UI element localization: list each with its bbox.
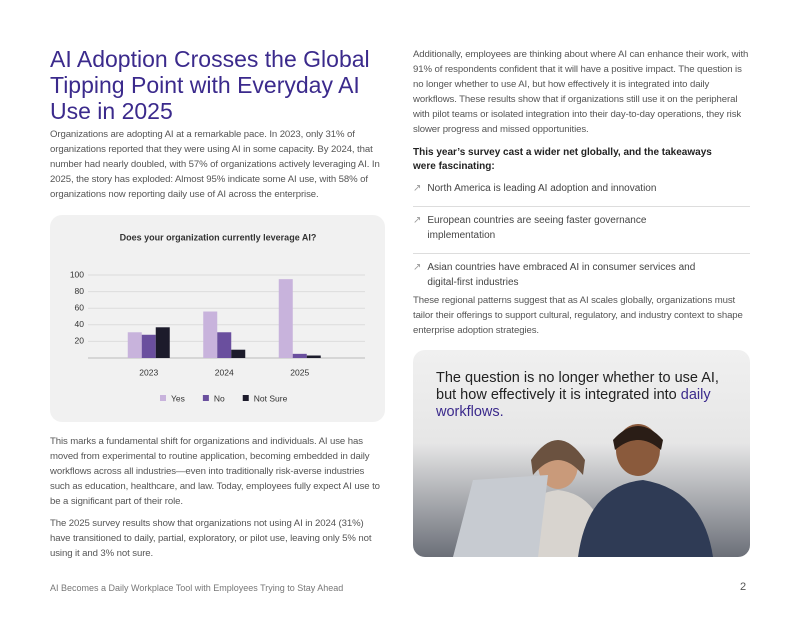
arrow-icon: ↗ — [413, 183, 422, 194]
bar — [127, 332, 142, 358]
bar — [231, 349, 246, 358]
takeaway: ↗ Asian countries have embraced AI in con… — [413, 254, 750, 300]
photo-card: The question is no longer whether to use… — [413, 350, 750, 557]
quote-text: The question is no longer whether to use… — [436, 370, 719, 403]
person-hair — [531, 440, 585, 475]
takeaway-text: European countries are seeing faster gov… — [427, 215, 647, 241]
bar — [141, 334, 156, 358]
takeaway: ↗ European countries are seeing faster go… — [413, 207, 750, 254]
laptop — [453, 475, 548, 557]
chart-title: Does your organization currently leverag… — [120, 232, 317, 242]
paragraph: These regional patterns suggest that as … — [413, 295, 743, 336]
x-tick-label: 2024 — [215, 367, 234, 377]
page-number: 2 — [740, 581, 747, 593]
person-hair — [613, 426, 663, 450]
legend-label: Not Sure — [254, 393, 288, 403]
y-tick-label: 100 — [70, 269, 84, 279]
takeaway-list: ↗ North America is leading AI adoption an… — [413, 175, 750, 300]
takeaway-text: Asian countries have embraced AI in cons… — [427, 262, 696, 288]
chart-card: Does your organization currently leverag… — [50, 215, 385, 422]
y-tick-label: 40 — [75, 319, 85, 329]
paragraph: The 2025 survey results show that organi… — [50, 518, 372, 559]
page-title: AI Adoption Crosses the Global Tipping P… — [50, 46, 370, 124]
y-tick-label: 20 — [75, 336, 85, 346]
quote-highlight: daily workflows. — [436, 387, 711, 420]
arrow-icon: ↗ — [413, 215, 422, 226]
quote: The question is no longer whether to use… — [436, 370, 736, 421]
paragraph: This marks a fundamental shift for organ… — [50, 436, 380, 507]
takeaways-heading: This year’s survey cast a wider net glob… — [413, 147, 712, 172]
paragraph: Additionally, employees are thinking abo… — [413, 49, 749, 135]
arrow-icon: ↗ — [413, 262, 422, 273]
takeaway-text: North America is leading AI adoption and… — [427, 183, 657, 194]
paragraph: Organizations are adopting AI at a remar… — [50, 129, 380, 200]
bar — [155, 327, 170, 358]
person-body — [578, 480, 713, 557]
legend-swatch — [202, 395, 209, 401]
bar — [306, 355, 321, 358]
legend-swatch — [160, 395, 166, 401]
bar — [292, 353, 307, 358]
y-tick-label: 80 — [75, 286, 85, 296]
chart: Does your organization currently leverag… — [70, 232, 365, 403]
bar — [217, 332, 232, 358]
bar — [203, 311, 218, 358]
legend-label: No — [214, 393, 225, 403]
legend-swatch — [242, 395, 249, 401]
legend-label: Yes — [171, 393, 185, 403]
x-tick-label: 2025 — [290, 367, 309, 377]
bar — [278, 279, 293, 358]
y-tick-label: 60 — [75, 302, 85, 312]
footer-text: AI Becomes a Daily Workplace Tool with E… — [50, 583, 344, 593]
takeaway: ↗ North America is leading AI adoption an… — [413, 175, 750, 207]
photo-illustration — [453, 424, 713, 557]
x-tick-label: 2023 — [139, 367, 158, 377]
